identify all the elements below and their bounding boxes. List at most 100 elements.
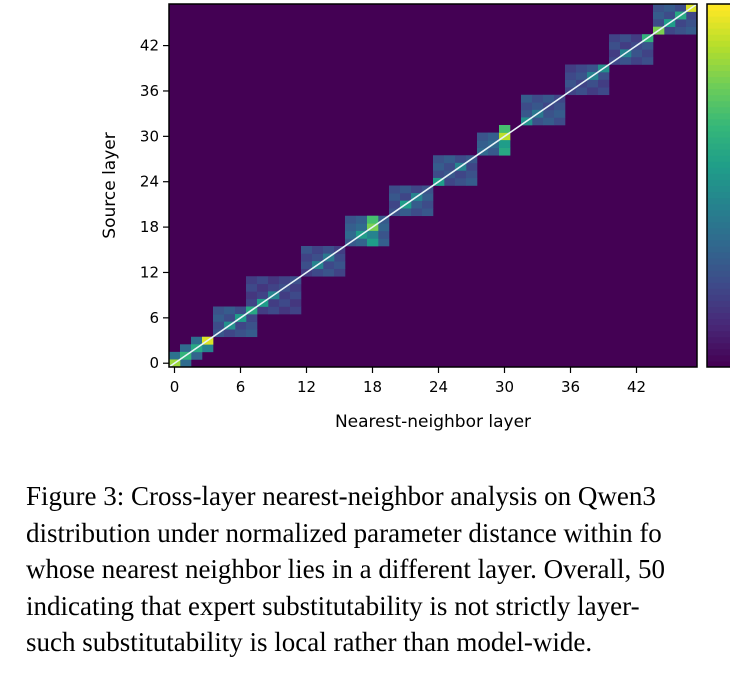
heatmap-block-cell: [378, 223, 390, 232]
heatmap-block-cell: [576, 87, 588, 96]
y-axis-label: Source layer: [100, 132, 120, 238]
heatmap-block-cell: [433, 170, 445, 179]
heatmap-block-cell: [675, 4, 687, 12]
colorbar: [706, 3, 730, 368]
colorbar-segment: [707, 100, 730, 108]
heatmap-block-cell: [675, 26, 687, 35]
heatmap-block-cell: [675, 19, 687, 27]
colorbar-segment: [707, 282, 730, 289]
x-axis-ticks: 0 6 12 18 24 30 36 42: [170, 367, 646, 396]
colorbar-segment: [707, 52, 730, 59]
colorbar-segment: [707, 125, 730, 132]
x-tick-label: 12: [297, 378, 316, 396]
colorbar-segment: [707, 155, 730, 162]
colorbar-segment: [707, 312, 730, 320]
heatmap-block-cell: [169, 351, 181, 360]
heatmap-block-cell: [554, 109, 566, 118]
heatmap-block-cell: [433, 155, 445, 164]
heatmap-block-cell: [400, 185, 412, 194]
colorbar-segment: [707, 239, 730, 247]
x-axis-label: Nearest-neighbor layer: [335, 412, 531, 432]
heatmap-block-cell: [279, 291, 291, 300]
heatmap-block-cell: [565, 72, 577, 80]
colorbar-segment: [707, 246, 730, 253]
heatmap-block-cell: [587, 87, 599, 96]
heatmap-block-cell: [631, 34, 643, 43]
heatmap-block-cell: [664, 11, 676, 20]
colorbar-segment: [707, 94, 730, 102]
heatmap-block-cell: [301, 253, 313, 262]
colorbar-segment: [707, 22, 730, 29]
colorbar-segment: [707, 342, 730, 350]
heatmap-block-cell: [664, 26, 676, 35]
heatmap-block-cell: [389, 193, 401, 201]
heatmap-block-cell: [554, 117, 566, 126]
heatmap-block-cell: [653, 11, 665, 20]
colorbar-segment: [707, 70, 730, 78]
heatmap-block-cell: [455, 177, 467, 186]
heatmap-cell: [367, 215, 379, 224]
heatmap-block-cell: [202, 344, 214, 353]
heatmap-block-cell: [444, 177, 456, 186]
heatmap-block-cell: [235, 306, 247, 315]
colorbar-segment: [707, 4, 730, 11]
heatmap-block-cell: [543, 94, 555, 103]
x-tick-label: 6: [236, 378, 246, 396]
heatmap-block-cell: [400, 193, 412, 201]
heatmap-block-cell: [334, 261, 346, 269]
colorbar-segment: [707, 149, 730, 156]
heatmap-block-cell: [246, 283, 258, 292]
y-tick-label: 30: [140, 127, 159, 145]
heatmap-block-cell: [631, 49, 643, 58]
heatmap-block-cell: [466, 170, 478, 179]
caption-line-2: distribution under normalized parameter …: [26, 517, 662, 548]
heatmap-cell: [367, 238, 379, 247]
heatmap-cell: [499, 147, 511, 156]
colorbar-segment: [707, 88, 730, 96]
caption-line-5: such substitutability is local rather th…: [26, 627, 593, 657]
colorbar-segment: [707, 185, 730, 193]
heatmap-block-cell: [213, 314, 225, 322]
colorbar-segment: [707, 76, 730, 84]
diagonal-line: [168, 3, 698, 368]
heatmap-block-cell: [246, 321, 258, 330]
figure-caption: Figure 3: Cross-layer nearest-neighbor a…: [26, 478, 730, 661]
heatmap-block-cell: [389, 185, 401, 194]
colorbar-segment: [707, 131, 730, 138]
heatmap-cell: [499, 140, 511, 148]
heatmap-block-cell: [587, 79, 599, 88]
y-tick-label: 36: [140, 82, 159, 100]
colorbar-segment: [707, 161, 730, 168]
colorbar-segment: [707, 336, 730, 344]
colorbar-segment: [707, 64, 730, 72]
heatmap-block-cell: [422, 208, 434, 217]
colorbar-segment: [707, 221, 730, 229]
heatmap-block-cell: [356, 223, 368, 232]
heatmap-block-cell: [543, 117, 555, 126]
heatmap-block-cell: [609, 34, 621, 43]
heatmap-block-cell: [620, 56, 632, 65]
colorbar-segment: [707, 209, 730, 217]
heatmap-block-cell: [180, 359, 192, 368]
heatmap-block-cell: [609, 41, 621, 50]
y-tick-label: 18: [140, 218, 159, 236]
heatmap-block-cell: [290, 291, 302, 300]
heatmap-block-cell: [620, 41, 632, 50]
heatmap-block-cell: [191, 351, 203, 360]
y-tick-label: 42: [140, 37, 159, 55]
heatmap-block-cell: [565, 79, 577, 88]
heatmap-block-cell: [488, 132, 500, 141]
heatmap-block-cell: [686, 26, 698, 35]
heatmap-block-cell: [576, 72, 588, 80]
colorbar-segment: [707, 28, 730, 35]
colorbar-segment: [707, 106, 730, 114]
colorbar-segment: [707, 118, 730, 126]
heatmap-block-cell: [257, 283, 269, 292]
heatmap-block-cell: [642, 49, 654, 58]
caption-line-4: indicating that expert substitutability …: [26, 590, 640, 621]
colorbar-segment: [707, 264, 730, 271]
heatmap-block-cell: [235, 329, 247, 338]
heatmap-block-cell: [532, 94, 544, 103]
heatmap-block-cell: [345, 215, 357, 224]
colorbar-segment: [707, 330, 730, 338]
